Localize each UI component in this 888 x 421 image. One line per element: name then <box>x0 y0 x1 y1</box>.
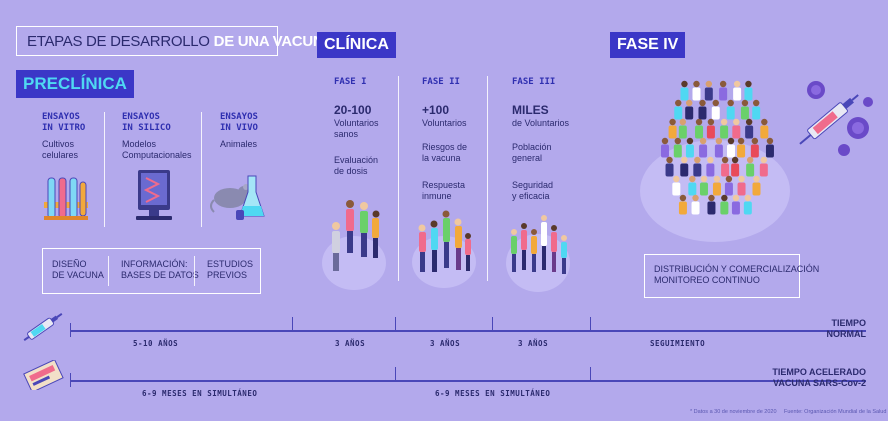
title-main: ETAPAS DE DESARROLLO <box>27 32 210 50</box>
timeline-normal-tick <box>70 323 71 337</box>
fase3-line2: Población general <box>512 142 552 163</box>
footer-divider-2 <box>194 256 195 286</box>
fase4-box-text: DISTRIBUCIÓN Y COMERCIALIZACIÓN MONITORE… <box>654 264 820 285</box>
preclinica-footer-2: INFORMACIÓN: BASES DE DATOS <box>121 259 199 280</box>
preclinica-col1-head: ENSAYOS IN VITRO <box>42 112 86 133</box>
timeline-normal-seg5: SEGUIMIENTO <box>650 339 706 348</box>
preclinica-footer-1: DISEÑO DE VACUNA <box>52 259 104 280</box>
fase3-line1: de Voluntarios <box>512 118 570 128</box>
preclinica-divider-2 <box>201 112 202 227</box>
fase4-box <box>644 254 800 298</box>
preclinica-footer-3: ESTUDIOS PREVIOS <box>207 259 254 280</box>
fase3-people-icon <box>511 215 567 274</box>
timeline-normal-tick <box>590 317 591 331</box>
timeline-normal-seg2: 3 AÑOS <box>335 339 366 348</box>
timeline-normal-line <box>70 330 866 332</box>
timeline-fast-seg1: 6-9 MESES EN SIMULTÁNEO <box>142 389 258 398</box>
preclinica-col3-head: ENSAYOS IN VIVO <box>220 112 258 133</box>
page-title: ETAPAS DE DESARROLLO DE UNA VACUNA <box>16 26 334 56</box>
fase2-count: +100 <box>422 103 450 117</box>
fase3-head: FASE III <box>512 77 556 87</box>
preclinica-col2-head: ENSAYOS IN SILICO <box>122 112 171 133</box>
timeline-normal-tick <box>292 317 293 331</box>
footer-divider-1 <box>108 256 109 286</box>
mouse-flask-icon <box>210 175 265 220</box>
preclinica-footer-box <box>42 248 261 294</box>
phase-fase4-tag: FASE IV <box>610 32 686 58</box>
timeline-normal-tick <box>395 317 396 331</box>
timeline-fast-line <box>70 380 866 382</box>
preclinica-col1-desc: Cultivos celulares <box>42 139 79 160</box>
fase2-head: FASE II <box>422 77 460 87</box>
timeline-normal-label: TIEMPO NORMAL <box>826 318 867 339</box>
timeline-fast-seg2: 6-9 MESES EN SIMULTÁNEO <box>435 389 551 398</box>
fase1-line1: Voluntarios sanos <box>334 118 379 139</box>
timeline-normal-seg4: 3 AÑOS <box>518 339 549 348</box>
clinica-divider-1 <box>398 76 399 281</box>
syringe-virus-icon <box>799 81 873 156</box>
title-bold: DE UNA VACUNA <box>213 32 335 50</box>
preclinica-divider-1 <box>104 112 105 227</box>
fase2-line2: Riesgos de la vacuna <box>422 142 468 163</box>
preclinica-col3-desc: Animales <box>220 139 258 149</box>
footnote-source: Fuente: Organización Mundial de la Salud <box>784 409 887 415</box>
fase3-count: MILES <box>512 103 549 117</box>
timeline-fast-tick <box>590 367 591 381</box>
timeline-normal-tick <box>492 317 493 331</box>
timeline-fast-label: TIEMPO ACELERADO VACUNA SARS-Cov-2 <box>772 367 866 388</box>
fase3-line3: Seguridad y eficacia <box>512 180 554 201</box>
fase1-count: 20-100 <box>334 103 372 117</box>
fase1-line2: Evaluación de dosis <box>334 155 379 176</box>
fase1-people-icon <box>332 200 380 271</box>
timeline-fast-tick <box>70 373 71 387</box>
crowd-icon <box>660 80 774 215</box>
fase2-line3: Respuesta inmune <box>422 180 466 201</box>
computer-icon <box>136 170 172 220</box>
fase2-people-icon <box>418 210 471 272</box>
timeline-normal-seg3: 3 AÑOS <box>430 339 461 348</box>
phase-preclinica-tag: PRECLÍNICA <box>16 70 134 98</box>
syringe-icon <box>23 312 63 342</box>
timeline-fast-tick <box>395 367 396 381</box>
fase2-line1: Voluntarios <box>422 118 467 128</box>
vaccine-box-icon <box>23 360 64 390</box>
phase-clinica-tag: CLÍNICA <box>317 32 396 58</box>
fase1-head: FASE I <box>334 77 367 87</box>
preclinica-col2-desc: Modelos Computacionales <box>122 139 192 160</box>
test-tubes-icon <box>44 177 88 220</box>
footnote-date: * Datos a 30 de noviembre de 2020 <box>690 409 777 415</box>
timeline-normal-seg1: 5-10 AÑOS <box>133 339 179 348</box>
clinica-divider-2 <box>487 76 488 281</box>
